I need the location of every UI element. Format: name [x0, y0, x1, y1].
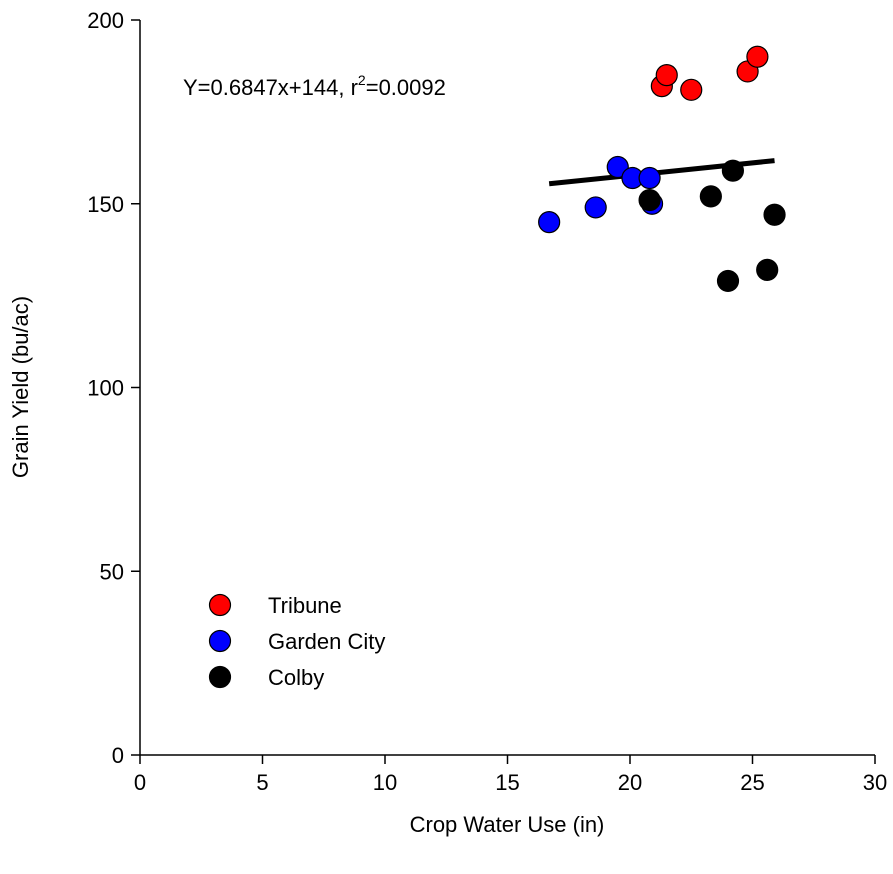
point-garden-city [538, 211, 561, 234]
axes [139, 20, 875, 756]
point-colby [699, 185, 722, 208]
point-tribune [680, 78, 703, 101]
y-axis-title: Grain Yield (bu/ac) [8, 296, 33, 478]
point-colby [716, 269, 740, 293]
r-squared-value: =0.0092 [366, 75, 446, 100]
x-tick-label: 10 [373, 770, 397, 795]
x-tick-label: 15 [495, 770, 519, 795]
x-tick-label: 0 [134, 770, 146, 795]
legend-marker-colby [208, 665, 232, 689]
x-tick-label: 5 [256, 770, 268, 795]
equation-text: Y=0.6847x+144, r [183, 75, 358, 100]
point-tribune [655, 64, 678, 87]
legend-marker-tribune [208, 593, 232, 617]
y-tick-label: 0 [112, 743, 124, 768]
x-tick-label: 20 [618, 770, 642, 795]
point-colby [756, 258, 779, 281]
legend-marker-garden-city [208, 629, 232, 653]
point-colby [721, 159, 745, 182]
y-tick-label: 150 [87, 192, 124, 217]
point-colby [638, 188, 661, 212]
y-ticks: 0 50 100 150 200 [87, 8, 140, 768]
legend-label-tribune: Tribune [268, 593, 342, 618]
point-tribune [746, 45, 769, 68]
legend-label-colby: Colby [268, 665, 324, 690]
legend-label-garden-city: Garden City [268, 629, 385, 654]
regression-equation: Y=0.6847x+144, r2=0.0092 [183, 72, 446, 100]
point-garden-city [638, 166, 661, 190]
x-axis-title: Crop Water Use (in) [410, 812, 605, 837]
point-garden-city [584, 196, 607, 219]
legend: Tribune Garden City Colby [208, 593, 385, 690]
y-tick-label: 50 [100, 559, 124, 584]
point-colby [763, 203, 786, 226]
data-points [538, 45, 786, 293]
y-tick-label: 200 [87, 8, 124, 33]
r-squared-superscript: 2 [358, 72, 366, 88]
x-ticks: 0 5 10 15 20 25 30 [134, 755, 887, 795]
y-tick-label: 100 [87, 376, 124, 401]
x-tick-label: 30 [863, 770, 887, 795]
x-tick-label: 25 [740, 770, 764, 795]
